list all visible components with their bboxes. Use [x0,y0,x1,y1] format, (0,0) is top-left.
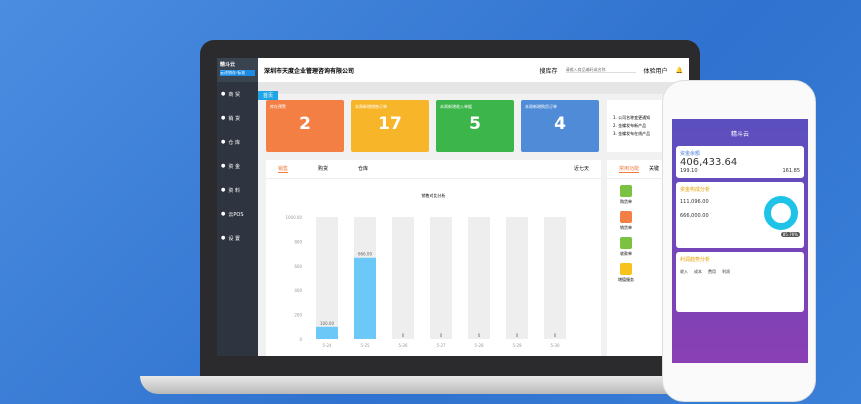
tab-home[interactable]: 首页 [258,91,279,100]
y-tick-label: 200 [294,313,302,318]
x-tick-label: 5-28 [474,343,484,348]
pos-icon: ● [221,211,226,217]
bar-value-label: 0 [516,333,519,338]
sidebar: 精斗云 云进销存·标准 ● 商 贸 ● 销 货 ● 仓 库 ● 资 金 ● 资 料 ● 云POS ● 设 置 [217,58,258,356]
function-item[interactable]: 收款单 [615,237,637,257]
user-menu[interactable]: 体验用户 [643,67,668,75]
app-screen: 精斗云 云进销存·标准 ● 商 贸 ● 销 货 ● 仓 库 ● 资 金 ● 资 料 ● 云POS ● 设 置… [217,58,689,356]
donut-chart [764,196,798,230]
header: 深圳市天度企业管理咨询有限公司 搜库存 体验用户 🔔 [258,58,689,82]
function-item[interactable]: 增值服务 [615,263,637,283]
company-name: 深圳市天度企业管理咨询有限公司 [264,67,355,75]
function-icon [620,263,632,275]
notice-item[interactable]: 2. 金蝶发布新产品 [613,123,647,128]
function-icon [620,211,632,223]
sidebar-item[interactable]: ● 资 金 [221,163,240,170]
bar-value-label: 0 [554,333,557,338]
balance-card: 资金余额 406,433.64 199.10 161.85 [676,146,804,178]
bar-value-label: 100.00 [320,321,334,326]
money-icon: ● [221,163,226,169]
function-icon [620,185,632,197]
y-tick-label: 0 [299,337,302,342]
legend-item: 利润 [722,269,730,274]
notice-item[interactable]: 1. 公司名称变更通知 [613,115,651,120]
sidebar-item[interactable]: ● 设 置 [221,235,240,242]
bar [316,326,338,339]
stat-card[interactable]: 本周新增购货订单 4 [521,100,599,152]
y-tick-label: 1000.00 [285,215,302,220]
sidebar-item[interactable]: ● 资 料 [221,187,240,194]
composition-card: 资金构成分析 111,096.00 666,000.00 85.76% [676,182,804,248]
legend-item: 收入 [680,269,688,274]
sale-icon: ● [221,115,226,121]
phone-title: 精斗云 [730,131,749,138]
chart-panel: 销售 购货 仓库 近七天 销售对比分析 0 200 400 600 800 1000.00 100… [266,160,601,356]
sidebar-item[interactable]: ● 商 贸 [221,91,240,98]
function-item[interactable]: 购货单 [615,185,637,205]
stat-card[interactable]: 本周新增收入单据 5 [436,100,514,152]
bar-background [506,217,528,339]
function-tab[interactable]: 常用功能 [619,166,640,173]
y-tick-label: 600 [294,264,302,269]
sidebar-item[interactable]: ● 云POS [221,211,244,218]
bar [354,257,376,339]
search-scope-select[interactable]: 搜库存 [539,67,558,75]
profit-card: 利润趋势分析 收入 成本 费用 利润 [676,252,804,312]
function-icon [620,237,632,249]
cart-icon: ● [221,91,226,97]
bar-value-label: 0 [402,333,405,338]
logo: 精斗云 云进销存·标准 [217,58,258,82]
bar-value-label: 666.00 [358,252,372,257]
function-tab[interactable]: 关键 [649,166,660,172]
chart-title: 销售对比分析 [421,193,446,198]
laptop-base [140,376,760,394]
sidebar-item[interactable]: ● 销 货 [221,115,240,122]
notice-item[interactable]: 3. 金蝶发布在线产品 [613,131,651,136]
warehouse-icon: ● [221,139,226,145]
y-tick-label: 400 [294,288,302,293]
sidebar-item[interactable]: ● 仓 库 [221,139,240,146]
bar-chart: 0 200 400 600 800 1000.00 100.00 5-24 666.00 5-25… [285,215,566,348]
x-tick-label: 5-26 [398,343,408,348]
bar-background [430,217,452,339]
x-tick-label: 5-27 [436,343,446,348]
bar-background [392,217,414,339]
search-input[interactable] [565,67,636,73]
legend-item: 费用 [708,269,716,274]
bar-background [468,217,490,339]
bell-icon[interactable]: 🔔 [675,66,683,74]
stat-card[interactable]: 本周新增销售订单 17 [351,100,429,152]
bar-background [544,217,566,339]
bar-background [316,217,338,339]
stat-card[interactable]: 库存预警 2 [266,100,344,152]
x-tick-label: 5-29 [512,343,522,348]
phone-screen: 精斗云 资金余额 406,433.64 199.10 161.85 资金构成分析 … [672,119,808,363]
chart-tab[interactable]: 销售 [278,166,289,173]
phone: 精斗云 资金余额 406,433.64 199.10 161.85 资金构成分析 … [662,80,816,402]
tab-bar: 首页 [258,82,689,100]
chart-tab[interactable]: 购货 [318,166,329,172]
y-tick-label: 800 [294,239,302,244]
gear-icon: ● [221,235,226,241]
x-tick-label: 5-30 [550,343,560,348]
laptop: 精斗云 云进销存·标准 ● 商 贸 ● 销 货 ● 仓 库 ● 资 金 ● 资 料 ● 云POS ● 设 置… [200,40,700,380]
range-select[interactable]: 近七天 [573,166,589,172]
x-tick-label: 5-24 [322,343,332,348]
function-item[interactable]: 销货单 [615,211,637,231]
chart-tab[interactable]: 仓库 [358,166,369,172]
legend-item: 成本 [694,269,702,274]
pen-icon: ● [221,187,226,193]
bar-value-label: 0 [478,333,481,338]
x-tick-label: 5-25 [360,343,370,348]
bar-value-label: 0 [440,333,443,338]
